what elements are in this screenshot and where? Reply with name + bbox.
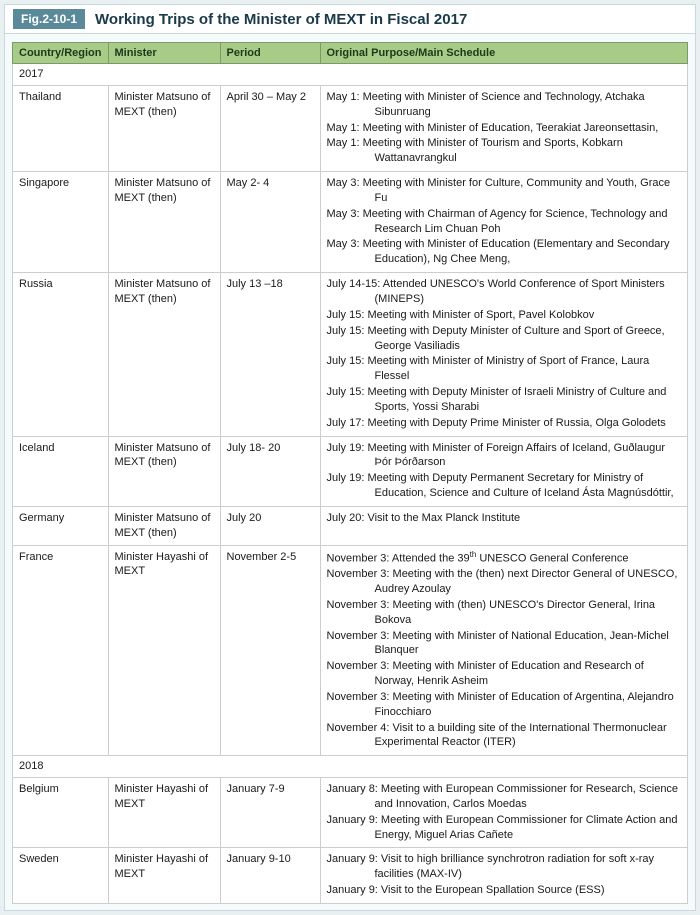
col-header-minister: Minister <box>108 43 220 64</box>
cell-minister: Minister Matsuno of MEXT (then) <box>108 85 220 171</box>
schedule-item: July 15: Meeting with Minister of Sport,… <box>327 308 682 323</box>
schedule-list: July 20: Visit to the Max Planck Institu… <box>327 511 682 526</box>
schedule-item: November 3: Meeting with Minister of Edu… <box>327 690 682 720</box>
cell-schedule: May 3: Meeting with Minister for Culture… <box>320 172 688 273</box>
schedule-item: July 15: Meeting with Deputy Minister of… <box>327 385 682 415</box>
schedule-item: July 15: Meeting with Minister of Minist… <box>327 354 682 384</box>
schedule-item: May 3: Meeting with Minister of Educatio… <box>327 237 682 267</box>
figure-panel: Fig.2-10-1 Working Trips of the Minister… <box>4 4 696 911</box>
schedule-item: July 19: Meeting with Deputy Permanent S… <box>327 471 682 501</box>
year-row: 2017 <box>13 64 688 86</box>
cell-period: January 9-10 <box>220 848 320 904</box>
table-row: ThailandMinister Matsuno of MEXT (then)A… <box>13 85 688 171</box>
schedule-item: May 3: Meeting with Chairman of Agency f… <box>327 207 682 237</box>
year-cell: 2017 <box>13 64 688 86</box>
figure-titlebar: Fig.2-10-1 Working Trips of the Minister… <box>5 5 695 34</box>
schedule-item: November 3: Meeting with Minister of Edu… <box>327 659 682 689</box>
schedule-item: July 15: Meeting with Deputy Minister of… <box>327 324 682 354</box>
schedule-item: November 3: Attended the 39th UNESCO Gen… <box>327 550 682 567</box>
cell-country: Singapore <box>13 172 109 273</box>
schedule-item: November 3: Meeting with the (then) next… <box>327 567 682 597</box>
table-row: SwedenMinister Hayashi of MEXTJanuary 9-… <box>13 848 688 904</box>
schedule-item: July 17: Meeting with Deputy Prime Minis… <box>327 416 682 431</box>
cell-minister: Minister Matsuno of MEXT (then) <box>108 172 220 273</box>
cell-schedule: July 14-15: Attended UNESCO's World Conf… <box>320 273 688 436</box>
trips-table: Country/Region Minister Period Original … <box>12 42 688 904</box>
cell-minister: Minister Matsuno of MEXT (then) <box>108 506 220 545</box>
table-row: GermanyMinister Matsuno of MEXT (then)Ju… <box>13 506 688 545</box>
schedule-list: January 9: Visit to high brilliance sync… <box>327 852 682 898</box>
table-row: FranceMinister Hayashi of MEXTNovember 2… <box>13 545 688 756</box>
table-body: 2017ThailandMinister Matsuno of MEXT (th… <box>13 64 688 904</box>
table-header-row: Country/Region Minister Period Original … <box>13 43 688 64</box>
schedule-item: May 3: Meeting with Minister for Culture… <box>327 176 682 206</box>
cell-minister: Minister Hayashi of MEXT <box>108 848 220 904</box>
cell-period: July 13 –18 <box>220 273 320 436</box>
col-header-period: Period <box>220 43 320 64</box>
schedule-item: May 1: Meeting with Minister of Educatio… <box>327 121 682 136</box>
schedule-item: January 9: Meeting with European Commiss… <box>327 813 682 843</box>
schedule-item: May 1: Meeting with Minister of Science … <box>327 90 682 120</box>
cell-minister: Minister Matsuno of MEXT (then) <box>108 273 220 436</box>
table-row: RussiaMinister Matsuno of MEXT (then)Jul… <box>13 273 688 436</box>
schedule-list: July 19: Meeting with Minister of Foreig… <box>327 441 682 501</box>
table-row: BelgiumMinister Hayashi of MEXTJanuary 7… <box>13 778 688 848</box>
table-row: IcelandMinister Matsuno of MEXT (then)Ju… <box>13 436 688 506</box>
schedule-list: July 14-15: Attended UNESCO's World Conf… <box>327 277 682 430</box>
cell-schedule: July 19: Meeting with Minister of Foreig… <box>320 436 688 506</box>
cell-minister: Minister Hayashi of MEXT <box>108 545 220 756</box>
schedule-item: May 1: Meeting with Minister of Tourism … <box>327 136 682 166</box>
cell-country: France <box>13 545 109 756</box>
cell-country: Thailand <box>13 85 109 171</box>
cell-period: April 30 – May 2 <box>220 85 320 171</box>
cell-schedule: July 20: Visit to the Max Planck Institu… <box>320 506 688 545</box>
table-row: SingaporeMinister Matsuno of MEXT (then)… <box>13 172 688 273</box>
cell-country: Belgium <box>13 778 109 848</box>
cell-period: November 2-5 <box>220 545 320 756</box>
figure-title: Working Trips of the Minister of MEXT in… <box>95 11 467 28</box>
schedule-item: July 14-15: Attended UNESCO's World Conf… <box>327 277 682 307</box>
schedule-item: January 9: Visit to the European Spallat… <box>327 883 682 898</box>
cell-schedule: January 8: Meeting with European Commiss… <box>320 778 688 848</box>
cell-period: July 20 <box>220 506 320 545</box>
schedule-item: January 8: Meeting with European Commiss… <box>327 782 682 812</box>
figure-number: Fig.2-10-1 <box>13 9 85 29</box>
schedule-item: January 9: Visit to high brilliance sync… <box>327 852 682 882</box>
year-row: 2018 <box>13 756 688 778</box>
schedule-list: May 1: Meeting with Minister of Science … <box>327 90 682 166</box>
cell-schedule: November 3: Attended the 39th UNESCO Gen… <box>320 545 688 756</box>
cell-schedule: January 9: Visit to high brilliance sync… <box>320 848 688 904</box>
schedule-item: July 20: Visit to the Max Planck Institu… <box>327 511 682 526</box>
year-cell: 2018 <box>13 756 688 778</box>
schedule-list: May 3: Meeting with Minister for Culture… <box>327 176 682 267</box>
cell-country: Iceland <box>13 436 109 506</box>
cell-period: May 2- 4 <box>220 172 320 273</box>
col-header-country: Country/Region <box>13 43 109 64</box>
schedule-item: November 3: Meeting with Minister of Nat… <box>327 629 682 659</box>
col-header-schedule: Original Purpose/Main Schedule <box>320 43 688 64</box>
cell-country: Russia <box>13 273 109 436</box>
cell-schedule: May 1: Meeting with Minister of Science … <box>320 85 688 171</box>
schedule-list: January 8: Meeting with European Commiss… <box>327 782 682 842</box>
cell-period: July 18- 20 <box>220 436 320 506</box>
schedule-item: November 4: Visit to a building site of … <box>327 721 682 751</box>
schedule-list: November 3: Attended the 39th UNESCO Gen… <box>327 550 682 751</box>
cell-minister: Minister Matsuno of MEXT (then) <box>108 436 220 506</box>
schedule-item: July 19: Meeting with Minister of Foreig… <box>327 441 682 471</box>
schedule-item: November 3: Meeting with (then) UNESCO's… <box>327 598 682 628</box>
cell-country: Sweden <box>13 848 109 904</box>
cell-minister: Minister Hayashi of MEXT <box>108 778 220 848</box>
cell-period: January 7-9 <box>220 778 320 848</box>
cell-country: Germany <box>13 506 109 545</box>
